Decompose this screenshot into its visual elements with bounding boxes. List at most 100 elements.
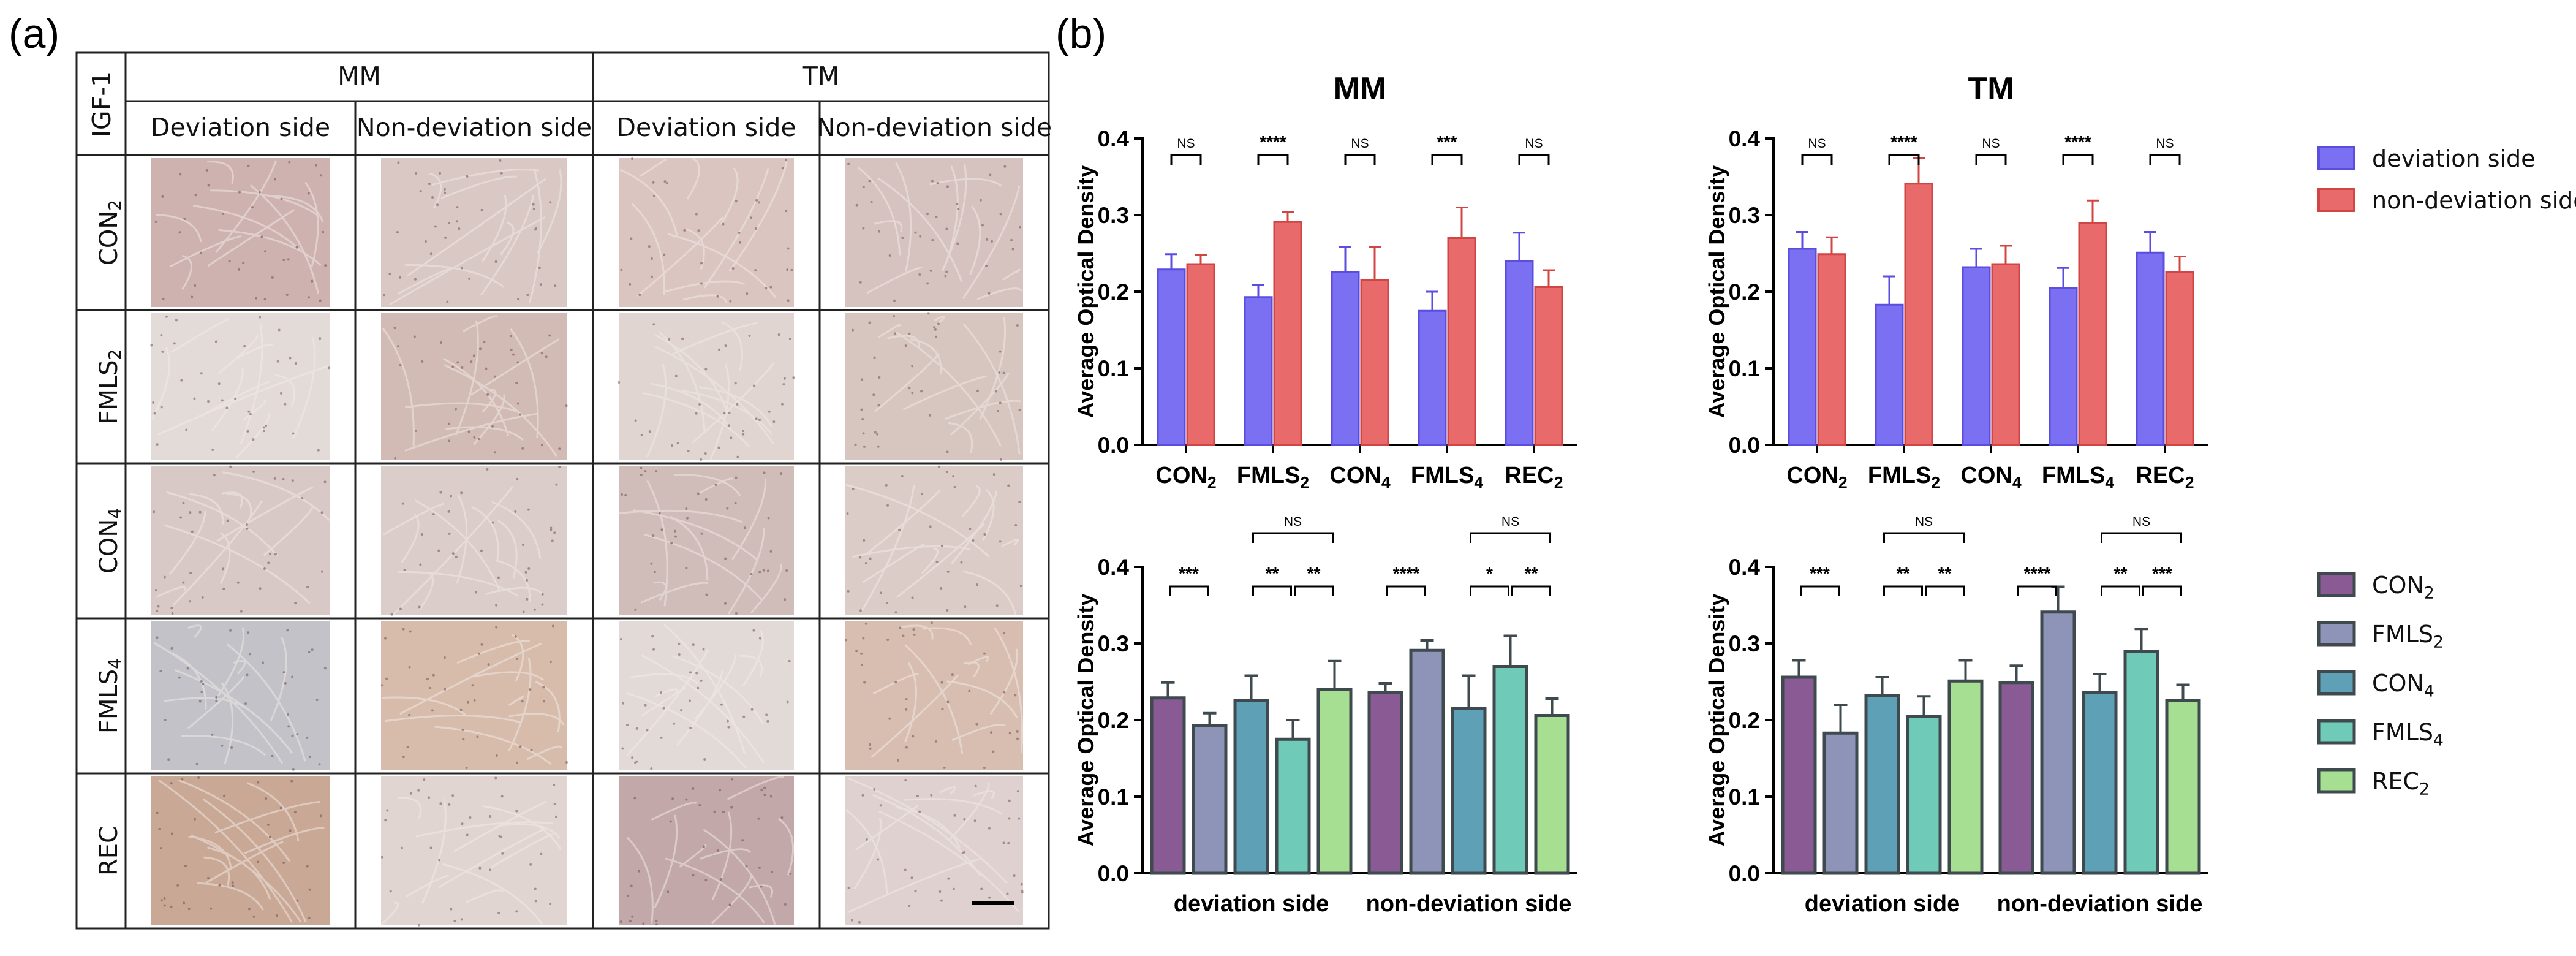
bar — [1186, 263, 1215, 446]
nucleus-dot — [860, 408, 863, 411]
nucleus-dot — [291, 675, 294, 678]
nucleus-dot — [534, 900, 537, 903]
nucleus-dot — [247, 908, 251, 911]
nucleus-dot — [286, 629, 289, 632]
nucleus-dot — [726, 719, 729, 723]
nucleus-dot — [964, 605, 967, 609]
fiber-boundary — [401, 514, 420, 563]
nucleus-dot — [945, 227, 948, 230]
nucleus-dot — [877, 858, 880, 861]
nucleus-dot — [279, 806, 282, 810]
nucleus-dot — [319, 337, 322, 340]
nucleus-dot — [742, 433, 745, 436]
fiber-boundary — [654, 814, 678, 908]
nucleus-dot — [741, 839, 744, 842]
nucleus-dot — [790, 268, 793, 271]
nucleus-dot — [861, 794, 864, 797]
nucleus-dot — [265, 797, 268, 800]
nucleus-dot — [200, 372, 203, 375]
nucleus-dot — [652, 648, 655, 651]
nucleus-dot — [619, 637, 622, 640]
nucleus-dot — [757, 817, 760, 820]
nucleus-dot — [489, 868, 492, 871]
nucleus-dot — [683, 229, 686, 232]
nucleus-dot — [1016, 324, 1019, 327]
nucleus-dot — [399, 607, 402, 610]
nucleus-dot — [630, 237, 633, 240]
nucleus-dot — [431, 709, 434, 712]
nucleus-dot — [633, 797, 636, 800]
nucleus-dot — [873, 787, 876, 791]
nucleus-dot — [928, 414, 931, 417]
nucleus-dot — [789, 872, 792, 875]
nucleus-dot — [781, 167, 784, 170]
nucleus-dot — [697, 686, 700, 689]
fiber-boundary — [901, 624, 934, 640]
bar — [1822, 731, 1859, 875]
fiber-boundary — [709, 363, 730, 460]
nucleus-dot — [229, 629, 232, 632]
micrograph-tile — [151, 621, 330, 770]
nucleus-dot — [402, 756, 405, 759]
nucleus-dot — [408, 713, 411, 716]
x-tick-label: CON4 — [1329, 463, 1390, 492]
nucleus-dot — [929, 525, 932, 528]
micrograph-tile — [381, 466, 567, 615]
nucleus-dot — [859, 281, 862, 284]
nucleus-dot — [423, 778, 426, 781]
fiber-boundary — [380, 901, 399, 925]
nucleus-dot — [864, 622, 867, 625]
nucleus-dot — [497, 576, 500, 579]
nucleus-dot — [545, 355, 548, 358]
sig-label: **** — [1890, 132, 1917, 151]
nucleus-dot — [713, 810, 716, 813]
nucleus-dot — [780, 403, 784, 406]
nucleus-dot — [182, 581, 185, 584]
nucleus-dot — [640, 474, 643, 477]
nucleus-dot — [487, 663, 490, 666]
nucleus-dot — [758, 866, 761, 869]
nucleus-dot — [716, 295, 719, 298]
nucleus-dot — [652, 534, 655, 537]
nucleus-dot — [447, 422, 450, 425]
fiber-boundary — [631, 203, 666, 295]
nucleus-dot — [1014, 523, 1018, 526]
nucleus-dot — [191, 530, 194, 533]
nucleus-dot — [631, 157, 634, 160]
fiber-boundary — [218, 335, 259, 374]
nucleus-dot — [673, 722, 676, 725]
legend-swatch — [2317, 719, 2356, 745]
fiber-boundary — [692, 362, 775, 444]
nucleus-dot — [439, 341, 442, 344]
nucleus-dot — [969, 528, 972, 531]
sig-bracket — [2017, 585, 2057, 596]
nucleus-dot — [865, 838, 868, 841]
panel-a-label: (a) — [9, 10, 59, 57]
nucleus-dot — [952, 887, 955, 890]
fiber-boundary — [235, 343, 274, 360]
nucleus-dot — [731, 267, 735, 270]
nucleus-dot — [631, 756, 634, 759]
nucleus-dot — [888, 254, 891, 257]
y-tick-label: 0.2 — [1098, 279, 1129, 305]
nucleus-dot — [446, 300, 449, 303]
fiber-boundary — [187, 624, 202, 638]
nucleus-dot — [769, 795, 772, 798]
nucleus-dot — [163, 575, 166, 579]
nucleus-dot — [933, 326, 936, 329]
fiber-boundary — [641, 654, 765, 764]
nucleus-dot — [284, 403, 287, 406]
nucleus-dot — [515, 810, 518, 813]
nucleus-dot — [619, 920, 622, 924]
nucleus-dot — [738, 232, 741, 235]
y-tick-label: 0.4 — [1098, 555, 1130, 580]
nucleus-dot — [306, 865, 309, 868]
nucleus-dot — [389, 890, 392, 893]
bar — [1233, 699, 1269, 875]
fiber-boundary — [197, 882, 264, 911]
fiber-boundary — [508, 713, 565, 726]
fiber-boundary — [750, 563, 782, 614]
fiber-texture — [150, 315, 331, 459]
nucleus-dot — [695, 213, 698, 216]
nucleus-dot — [956, 242, 959, 245]
